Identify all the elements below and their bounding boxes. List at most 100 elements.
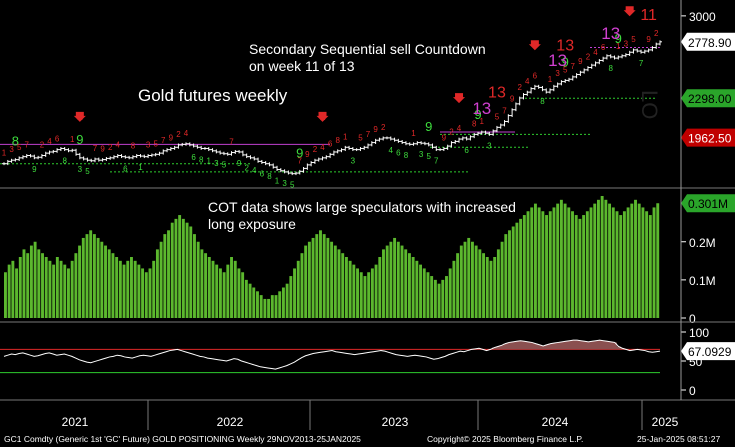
positioning-bar [204, 253, 208, 318]
positioning-bar [400, 245, 404, 318]
positioning-bar [589, 207, 593, 318]
sell-arrow-icon [623, 6, 636, 17]
positioning-bar [582, 215, 586, 318]
positioning-bar [41, 253, 44, 318]
positioning-bar [604, 199, 608, 318]
price-tag-label: 1962.50 [688, 132, 732, 146]
positioning-bar [615, 211, 619, 318]
positioning-bar [74, 253, 78, 318]
setup-count-label: 3 [351, 157, 356, 166]
sell-arrow-icon [73, 111, 86, 122]
positioning-bar [363, 276, 367, 318]
positioning-bar [115, 257, 119, 318]
positioning-bar [359, 272, 363, 318]
positioning-bar [393, 237, 397, 318]
setup-count-label: 5 [153, 139, 158, 148]
positioning-bar [415, 260, 419, 318]
positioning-bar [500, 241, 504, 318]
positioning-bar [230, 257, 233, 318]
positioning-bar [441, 279, 445, 318]
positioning-bar [411, 257, 415, 318]
setup-count-label: 8 [131, 142, 136, 151]
setup-count-label: 5 [85, 167, 90, 176]
setup-count-label: 7 [434, 157, 439, 166]
positioning-bar [307, 241, 311, 318]
positioning-panel: 0.2M 0.1M 0 0.301M [4, 194, 735, 326]
positioning-tick-label: 0 [689, 312, 696, 326]
positioning-bar [200, 249, 204, 318]
cot-annotation-line2: long exposure [208, 216, 296, 232]
positioning-bar [85, 234, 89, 318]
positioning-bar [122, 264, 126, 318]
positioning-bar [452, 260, 456, 318]
sell-arrow-icon [528, 40, 541, 51]
positioning-bar [645, 211, 649, 318]
positioning-bar [322, 234, 326, 318]
setup-count-label: 3 [214, 159, 219, 168]
setup-count-label: 5 [222, 161, 227, 170]
secondary-annotation-line2: on week 11 of 13 [249, 58, 355, 74]
positioning-bar [67, 268, 70, 318]
setup-count-label: 2 [40, 140, 45, 149]
setup-count-label: 4 [525, 77, 530, 86]
positioning-bar [111, 253, 115, 318]
positioning-bar [267, 298, 271, 318]
setup-count-label: 4 [320, 143, 325, 152]
positioning-bar [496, 249, 500, 318]
buy-setup-label: 9 [425, 119, 432, 134]
buy-setup-label: 9 [76, 132, 83, 147]
positioning-bar [296, 260, 300, 318]
positioning-bar [48, 260, 52, 318]
positioning-bar [263, 298, 267, 318]
sell-setup-label: 10 [655, 0, 673, 4]
setup-count-label: 9 [578, 57, 583, 66]
cot-annotation-line1: COT data shows large speculators with in… [208, 199, 516, 215]
footer-copyright: Copyright© 2025 Bloomberg Finance L.P. [427, 434, 583, 444]
positioning-bar [511, 226, 515, 318]
setup-count-label: 6 [191, 153, 196, 162]
positioning-bar [96, 237, 100, 318]
positioning-bar [545, 215, 549, 318]
setup-count-label: 3 [419, 150, 424, 159]
positioning-bar [634, 199, 637, 318]
positioning-bar [637, 203, 641, 318]
price-tag-label: 2298.00 [688, 92, 732, 106]
setup-count-label: 9 [100, 145, 105, 154]
positioning-bar [52, 264, 56, 318]
setup-count-label: 5 [17, 143, 22, 152]
positioning-bar [619, 215, 623, 318]
setup-count-label: 1 [616, 42, 621, 51]
positioning-bar [467, 237, 471, 318]
setup-count-label: 8 [608, 64, 613, 73]
positioning-bar [70, 260, 74, 318]
positioning-bar [78, 245, 82, 318]
positioning-bar [59, 260, 63, 318]
rsi-tick-label: 100 [689, 326, 709, 340]
positioning-bar [259, 295, 263, 318]
year-label: 2023 [382, 415, 409, 429]
positioning-last-label: 0.301M [688, 197, 728, 211]
buy-setup-label: 9 [562, 54, 569, 69]
positioning-bar [341, 253, 345, 318]
positioning-bar [422, 268, 426, 318]
positioning-bar [330, 241, 334, 318]
positioning-bar [315, 234, 319, 318]
positioning-bar [4, 272, 7, 318]
setup-count-label: 6 [260, 170, 265, 179]
positioning-bar [571, 211, 574, 318]
setup-count-label: 8 [267, 172, 272, 181]
positioning-bar [533, 203, 537, 318]
positioning-bar [574, 215, 578, 318]
positioning-bar [367, 272, 371, 318]
positioning-last-tag [681, 194, 735, 213]
positioning-bar [63, 264, 67, 318]
positioning-bar [463, 241, 467, 318]
setup-count-label: 2 [381, 123, 386, 132]
positioning-bar [278, 291, 282, 318]
positioning-bar [537, 207, 541, 318]
positioning-bar [356, 268, 359, 318]
positioning-bar [293, 268, 296, 318]
positioning-bar [593, 203, 597, 318]
